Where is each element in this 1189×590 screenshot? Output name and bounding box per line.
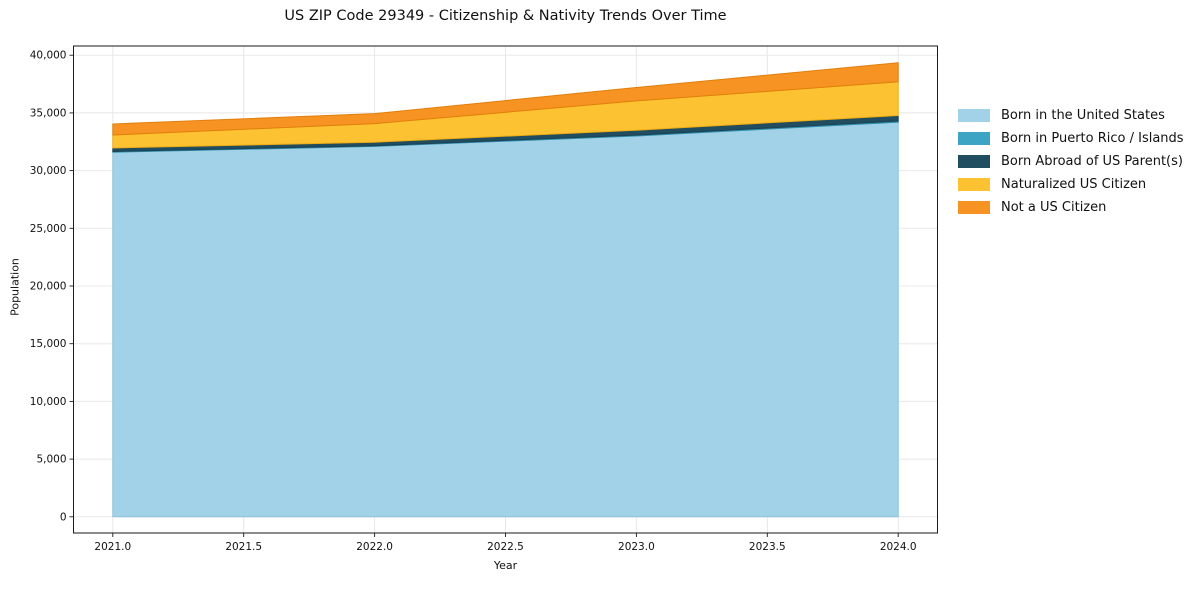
legend-label: Born in Puerto Rico / Islands — [1001, 131, 1184, 146]
x-tick-label: 2022.0 — [356, 541, 393, 553]
y-tick-label: 30,000 — [30, 165, 67, 177]
area-layer-0 — [112, 121, 899, 518]
legend-swatch — [958, 109, 990, 122]
legend-swatch — [958, 178, 990, 191]
legend-label: Born in the United States — [1001, 108, 1165, 123]
y-axis-label: Population — [8, 258, 22, 316]
x-axis-label: Year — [493, 559, 518, 572]
y-tick-label: 0 — [60, 511, 67, 523]
legend-label: Not a US Citizen — [1001, 200, 1107, 215]
legend-swatch — [958, 155, 990, 168]
legend-item: Naturalized US Citizen — [958, 173, 1184, 196]
x-tick-label: 2023.0 — [618, 541, 655, 553]
y-tick-label: 35,000 — [30, 107, 67, 119]
legend-item: Born in the United States — [958, 104, 1184, 127]
x-tick-label: 2022.5 — [487, 541, 524, 553]
y-tick-label: 15,000 — [30, 338, 67, 350]
y-tick-label: 25,000 — [30, 223, 67, 235]
legend-label: Naturalized US Citizen — [1001, 177, 1147, 192]
x-tick-label: 2024.0 — [880, 541, 917, 553]
legend-label: Born Abroad of US Parent(s) — [1001, 154, 1183, 169]
y-tick-label: 40,000 — [30, 50, 67, 62]
area-layer-4 — [112, 62, 899, 136]
y-tick-label: 5,000 — [36, 454, 66, 466]
chart-title: US ZIP Code 29349 - Citizenship & Nativi… — [284, 8, 727, 24]
legend-swatch — [958, 132, 990, 145]
legend-item: Born Abroad of US Parent(s) — [958, 150, 1184, 173]
x-tick-label: 2023.5 — [749, 541, 786, 553]
legend: Born in the United States Born in Puerto … — [958, 104, 1184, 219]
legend-item: Born in Puerto Rico / Islands — [958, 127, 1184, 150]
legend-swatch — [958, 201, 990, 214]
legend-item: Not a US Citizen — [958, 196, 1184, 219]
x-tick-label: 2021.5 — [225, 541, 262, 553]
y-tick-label: 20,000 — [30, 281, 67, 293]
x-tick-label: 2021.0 — [94, 541, 131, 553]
y-tick-label: 10,000 — [30, 396, 67, 408]
